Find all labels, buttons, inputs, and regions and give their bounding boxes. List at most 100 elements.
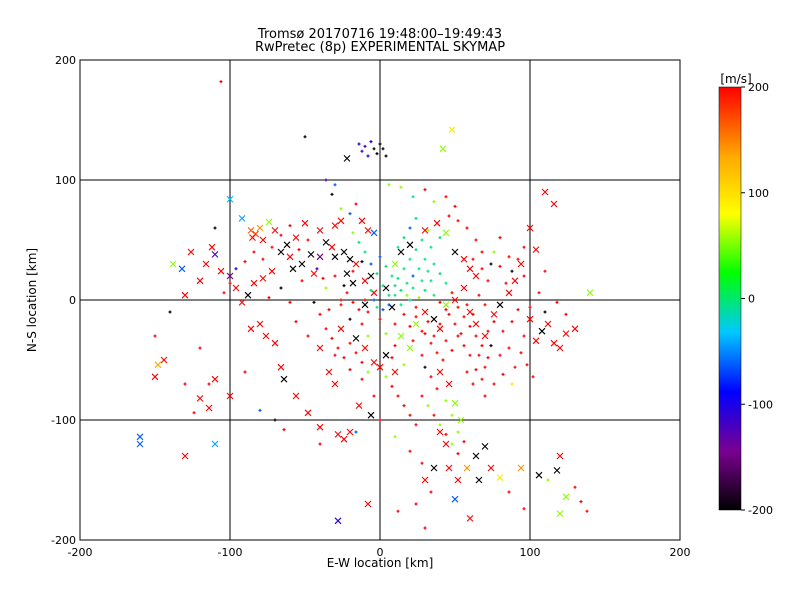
scatter-point-x bbox=[364, 500, 372, 508]
scatter-point-x bbox=[367, 272, 375, 280]
scatter-point-plus bbox=[456, 219, 460, 223]
scatter-point-plus bbox=[270, 245, 274, 249]
scatter-point-plus bbox=[402, 363, 406, 367]
colorbar-tick-label: 200 bbox=[748, 81, 769, 94]
scatter-point-plus bbox=[501, 372, 505, 376]
scatter-point-plus bbox=[408, 226, 412, 230]
scatter-point-x bbox=[472, 452, 480, 460]
scatter-point-plus bbox=[279, 233, 283, 237]
scatter-point-plus bbox=[315, 267, 319, 271]
scatter-point-plus bbox=[369, 140, 373, 144]
scatter-point-plus bbox=[408, 324, 412, 328]
scatter-point-plus bbox=[393, 322, 397, 326]
scatter-point-x bbox=[466, 515, 474, 522]
scatter-point-plus bbox=[435, 387, 439, 391]
scatter-point-plus bbox=[348, 341, 352, 345]
scatter-point-plus bbox=[357, 308, 361, 312]
scatter-point-plus bbox=[294, 320, 298, 324]
scatter-point-plus bbox=[243, 370, 247, 374]
scatter-point-plus bbox=[396, 394, 400, 398]
scatter-point-x bbox=[262, 332, 270, 340]
scatter-point-plus bbox=[393, 284, 397, 288]
scatter-point-plus bbox=[480, 250, 484, 254]
scatter-point-plus bbox=[498, 236, 502, 240]
scatter-point-plus bbox=[375, 305, 379, 309]
scatter-point-plus bbox=[369, 288, 373, 292]
scatter-point-plus bbox=[333, 274, 337, 278]
scatter-point-x bbox=[316, 423, 324, 431]
scatter-point-plus bbox=[360, 360, 364, 364]
scatter-point-plus bbox=[414, 315, 418, 319]
scatter-point-plus bbox=[411, 274, 415, 278]
scatter-point-plus bbox=[354, 202, 358, 206]
scatter-point-plus bbox=[528, 305, 532, 309]
scatter-point-plus bbox=[348, 368, 352, 372]
scatter-point-plus bbox=[510, 382, 514, 386]
scatter-point-x bbox=[328, 243, 336, 251]
scatter-point-x bbox=[571, 325, 579, 333]
scatter-point-x bbox=[343, 155, 351, 162]
scatter-point-x bbox=[535, 471, 543, 479]
scatter-point-x bbox=[271, 227, 279, 234]
scatter-point-plus bbox=[501, 329, 505, 333]
scatter-point-plus bbox=[474, 368, 478, 372]
scatter-point-plus bbox=[486, 356, 490, 360]
scatter-point-x bbox=[247, 227, 255, 234]
scatter-point-plus bbox=[456, 334, 460, 338]
scatter-point-plus bbox=[330, 192, 334, 196]
scatter-point-x bbox=[481, 443, 489, 450]
scatter-point-plus bbox=[282, 428, 286, 432]
scatter-point-plus bbox=[537, 291, 541, 295]
scatter-point-plus bbox=[387, 293, 391, 297]
scatter-point-plus bbox=[402, 267, 406, 271]
scatter-point-plus bbox=[468, 324, 472, 328]
scatter-point-plus bbox=[363, 298, 367, 302]
scatter-point-plus bbox=[453, 322, 457, 326]
scatter-point-x bbox=[286, 253, 294, 261]
scatter-point-plus bbox=[420, 353, 424, 357]
x-axis-label: E-W location [km] bbox=[327, 556, 434, 570]
scatter-point-x bbox=[331, 222, 339, 229]
scatter-point-x bbox=[454, 476, 462, 484]
scatter-point-plus bbox=[399, 288, 403, 292]
scatter-point-plus bbox=[348, 212, 352, 216]
scatter-point-plus bbox=[318, 312, 322, 316]
scatter-point-x bbox=[283, 241, 291, 249]
scatter-point-plus bbox=[378, 418, 382, 422]
scatter-point-plus bbox=[375, 272, 379, 276]
chart-title: Tromsø 20170716 19:48:00–19:49:43 bbox=[257, 27, 502, 42]
scatter-point-plus bbox=[336, 346, 340, 350]
scatter-point-x bbox=[391, 260, 399, 268]
scatter-point-plus bbox=[348, 317, 352, 321]
scatter-point-plus bbox=[429, 375, 433, 379]
scatter-point-plus bbox=[498, 264, 502, 268]
scatter-point-plus bbox=[375, 152, 379, 156]
scatter-point-plus bbox=[267, 296, 271, 300]
scatter-point-plus bbox=[351, 269, 355, 273]
scatter-point-plus bbox=[555, 300, 559, 304]
scatter-point-x bbox=[178, 265, 186, 273]
scatter-point-x bbox=[550, 200, 558, 208]
scatter-point-x bbox=[205, 404, 213, 412]
colorbar-label: [m/s] bbox=[720, 72, 751, 86]
scatter-point-plus bbox=[444, 281, 448, 285]
scatter-point-plus bbox=[351, 300, 355, 304]
scatter-point-plus bbox=[318, 442, 322, 446]
scatter-point-plus bbox=[450, 348, 454, 352]
scatter-point-plus bbox=[405, 293, 409, 297]
scatter-point-plus bbox=[531, 375, 535, 379]
scatter-point-plus bbox=[429, 341, 433, 345]
scatter-point-x bbox=[160, 356, 168, 364]
scatter-point-plus bbox=[420, 461, 424, 465]
scatter-point-plus bbox=[465, 226, 469, 230]
scatter-point-x bbox=[352, 335, 360, 342]
scatter-point-x bbox=[553, 467, 561, 474]
scatter-point-x bbox=[352, 260, 360, 268]
scatter-point-plus bbox=[387, 303, 391, 307]
scatter-point-plus bbox=[492, 382, 496, 386]
scatter-point-plus bbox=[447, 312, 451, 316]
scatter-point-x bbox=[451, 248, 459, 256]
scatter-point-x bbox=[550, 339, 558, 347]
scatter-point-x bbox=[154, 361, 162, 369]
scatter-point-x bbox=[289, 265, 297, 273]
